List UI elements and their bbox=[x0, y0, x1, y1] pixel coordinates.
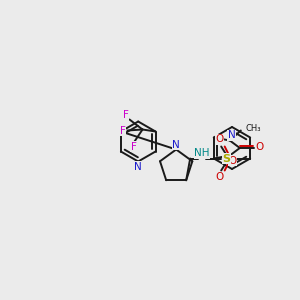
Text: N: N bbox=[134, 161, 142, 172]
Text: F: F bbox=[130, 142, 136, 152]
Text: F: F bbox=[120, 125, 125, 136]
Text: S: S bbox=[222, 154, 230, 164]
Text: F: F bbox=[123, 110, 128, 121]
Text: N: N bbox=[228, 130, 236, 140]
Text: NH: NH bbox=[194, 148, 210, 158]
Text: CH₃: CH₃ bbox=[246, 124, 261, 133]
Text: O: O bbox=[229, 155, 237, 166]
Text: O: O bbox=[215, 134, 223, 145]
Text: O: O bbox=[256, 142, 264, 152]
Text: N: N bbox=[172, 140, 180, 149]
Text: O: O bbox=[215, 172, 223, 182]
